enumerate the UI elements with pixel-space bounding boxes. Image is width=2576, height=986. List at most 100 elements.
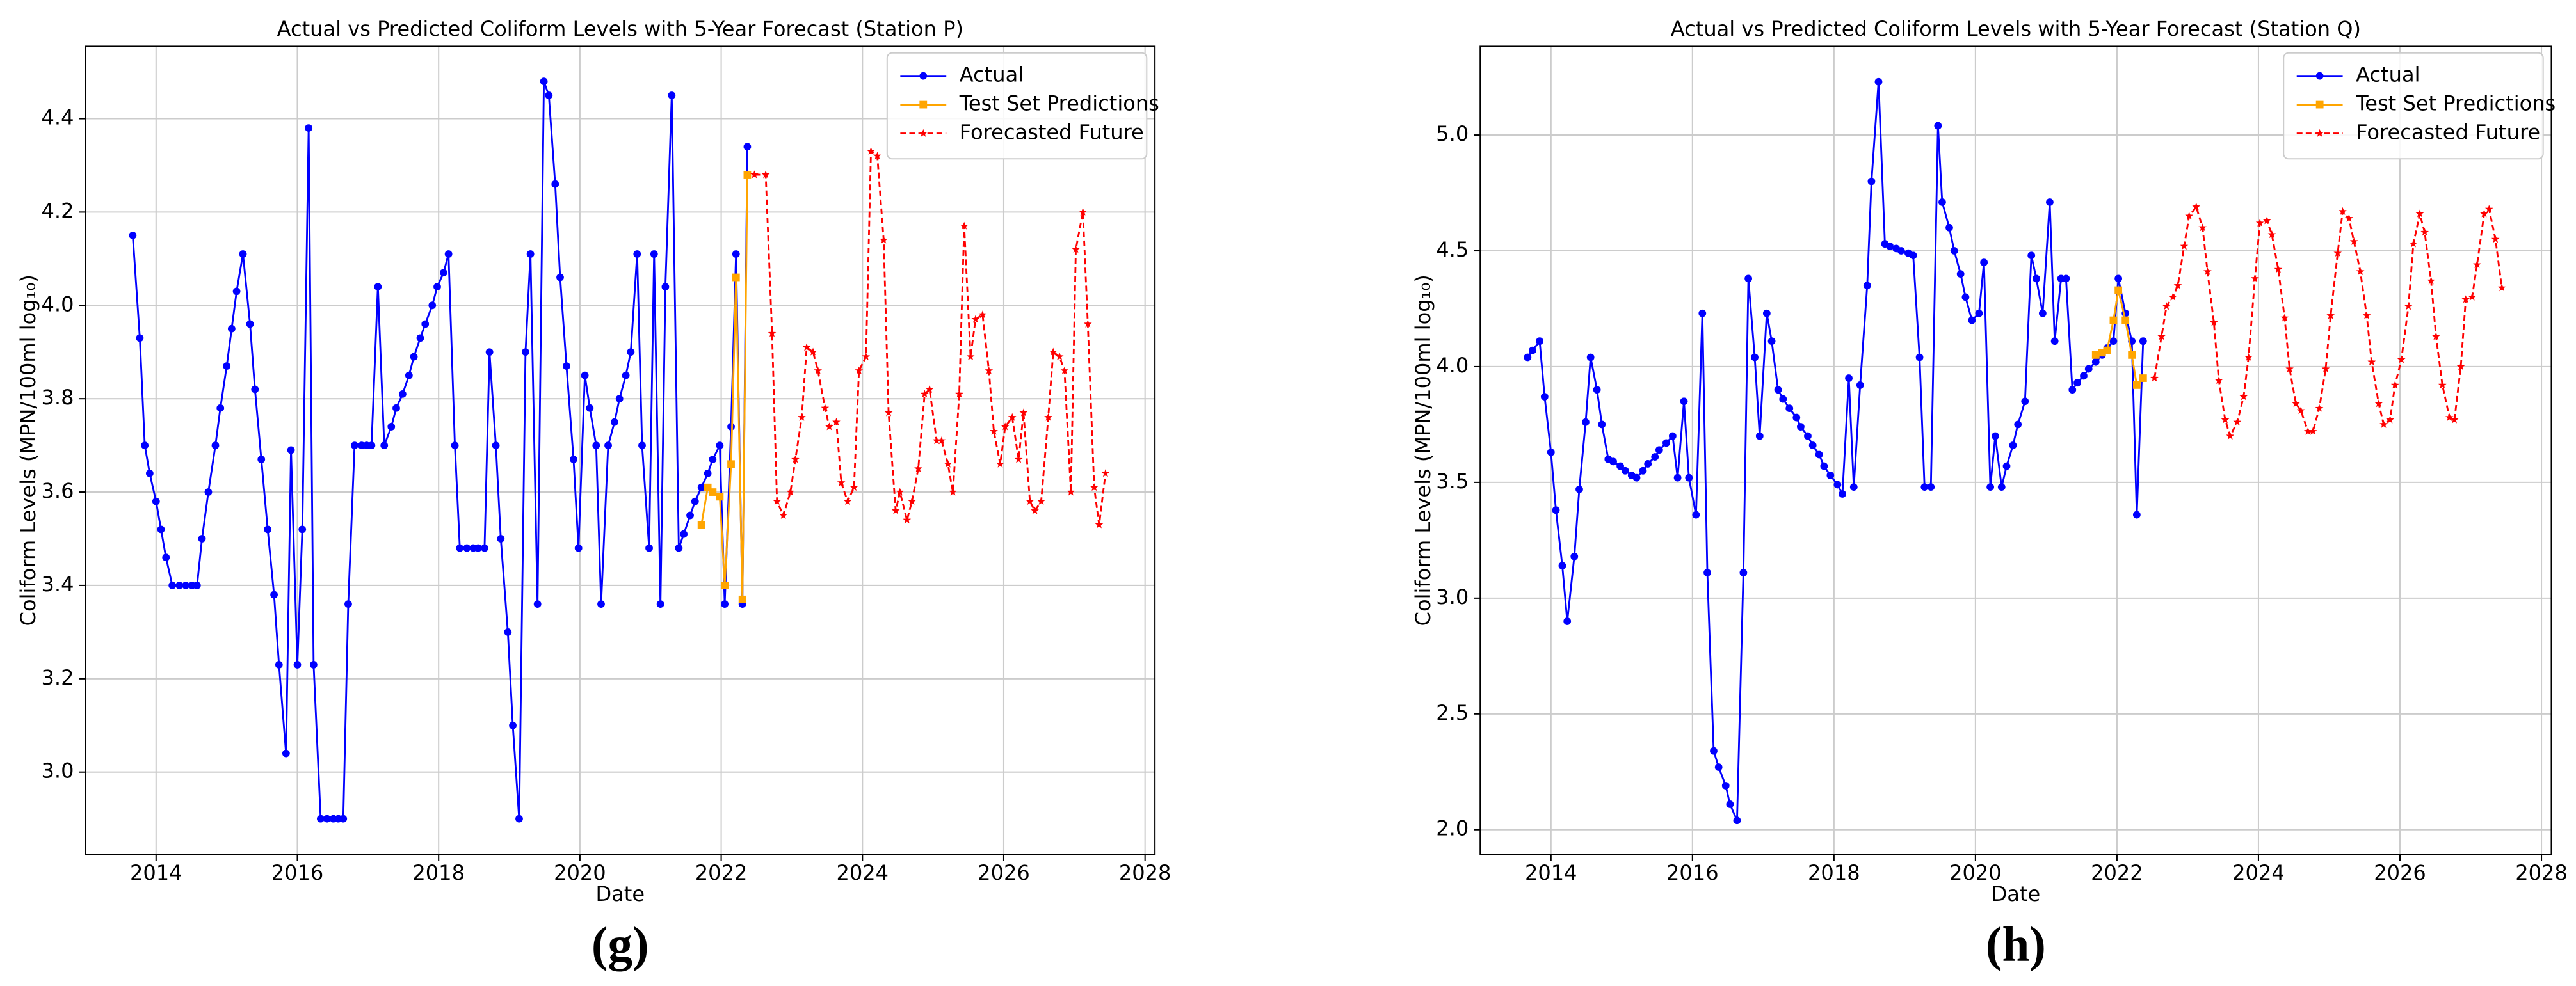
point [1639, 466, 1647, 475]
point [2221, 415, 2230, 424]
point [2427, 276, 2435, 285]
legend-label: Forecasted Future [960, 120, 1144, 144]
point [298, 525, 307, 534]
chart-title: Actual vs Predicted Coliform Levels with… [277, 17, 963, 41]
point [264, 525, 272, 534]
point [1575, 485, 1583, 493]
point [2255, 218, 2264, 227]
point [293, 661, 302, 669]
point [1785, 404, 1794, 412]
point [211, 441, 220, 450]
point [880, 235, 888, 244]
point [721, 600, 729, 608]
point [2484, 205, 2493, 213]
point [2349, 237, 2358, 245]
point [627, 348, 635, 356]
point [515, 815, 523, 823]
point [615, 395, 624, 403]
point [1008, 413, 1017, 421]
point [570, 456, 577, 463]
point [1558, 562, 1566, 570]
point [182, 582, 190, 589]
x-tick-label: 2024 [836, 861, 889, 885]
point [832, 417, 841, 426]
point [990, 427, 998, 435]
point [2214, 376, 2223, 385]
y-tick-label: 4.0 [1436, 353, 1469, 378]
point [1685, 473, 1693, 482]
legend-marker [919, 72, 928, 80]
point [2244, 353, 2253, 361]
point [1863, 282, 1871, 290]
point [1986, 483, 1994, 491]
point [1632, 473, 1641, 482]
point [282, 749, 290, 758]
legend-marker [2315, 129, 2324, 137]
point [141, 441, 149, 450]
point [444, 250, 453, 258]
point [551, 180, 559, 188]
x-tick-label: 2020 [554, 861, 606, 885]
point [2198, 223, 2207, 232]
point [2114, 286, 2123, 294]
point [1950, 247, 1958, 255]
point [985, 366, 994, 374]
caption: (h) [1986, 917, 2046, 972]
y-tick-label: 2.5 [1436, 701, 1469, 725]
x-tick-label: 2016 [271, 861, 324, 885]
point [2209, 318, 2218, 326]
point [451, 441, 459, 450]
point [387, 423, 396, 431]
point [1820, 462, 1828, 470]
point [1609, 457, 1617, 466]
point [862, 352, 871, 360]
point [2321, 364, 2330, 372]
point [1673, 473, 1682, 482]
point [1524, 353, 1532, 362]
point [2139, 374, 2147, 382]
point [1815, 450, 1823, 459]
point [949, 488, 957, 496]
series-line [1527, 81, 2145, 821]
point [1956, 270, 1965, 278]
panel: 2.0 2.5 3.0 3.5 4.0 4.5 5.0 2014 2016 2018 2020 202… [1411, 17, 2568, 972]
point [738, 595, 746, 603]
point [1744, 274, 1753, 283]
point [2103, 346, 2111, 354]
point [1101, 469, 1110, 477]
point [873, 152, 881, 160]
point [761, 170, 770, 179]
point [2386, 415, 2394, 424]
point [1833, 481, 1842, 489]
point [750, 170, 759, 179]
point [416, 334, 424, 342]
point [1598, 420, 1606, 429]
plot-frame [85, 45, 1156, 855]
point [223, 362, 231, 370]
point [2432, 332, 2440, 340]
point [1762, 309, 1771, 317]
point [497, 535, 505, 543]
point [2033, 274, 2040, 283]
point [697, 483, 705, 491]
series-line [131, 81, 748, 820]
point [1961, 293, 1970, 301]
point [668, 91, 676, 99]
point [275, 661, 283, 669]
point [168, 582, 177, 589]
point [1570, 552, 1579, 561]
point [270, 591, 278, 599]
point [814, 366, 823, 374]
y-tick-label: 3.8 [41, 385, 74, 410]
point [2356, 267, 2365, 275]
point [1529, 346, 1536, 354]
legend-marker [919, 100, 928, 109]
point [399, 390, 407, 398]
point [309, 661, 318, 669]
point [2367, 358, 2376, 366]
point [716, 441, 724, 450]
point [1662, 439, 1670, 447]
point [925, 385, 934, 393]
point [768, 329, 777, 337]
